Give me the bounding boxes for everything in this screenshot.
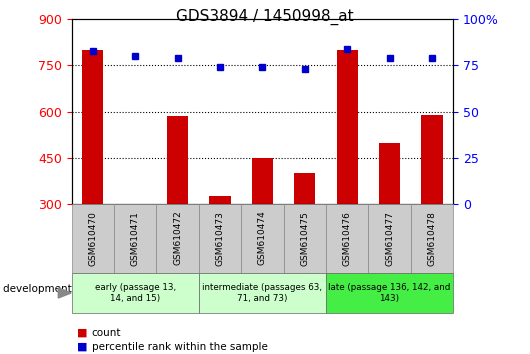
Text: GSM610476: GSM610476 [343,211,351,266]
Text: GSM610478: GSM610478 [428,211,436,266]
Text: GSM610477: GSM610477 [385,211,394,266]
Text: percentile rank within the sample: percentile rank within the sample [92,342,268,352]
Text: GSM610471: GSM610471 [131,211,139,266]
Text: GSM610474: GSM610474 [258,211,267,266]
Text: ■: ■ [77,342,87,352]
Bar [252,158,273,204]
Text: development stage: development stage [3,284,104,295]
Bar [337,50,358,204]
Bar [294,173,315,204]
Bar [379,143,400,204]
Text: late (passage 136, 142, and
143): late (passage 136, 142, and 143) [329,283,450,303]
Text: GSM610470: GSM610470 [89,211,97,266]
Text: intermediate (passages 63,
71, and 73): intermediate (passages 63, 71, and 73) [202,283,322,303]
Text: GDS3894 / 1450998_at: GDS3894 / 1450998_at [176,9,354,25]
Bar [167,116,188,204]
Text: GSM610475: GSM610475 [301,211,309,266]
Bar [82,50,103,204]
Bar [421,115,443,204]
Text: early (passage 13,
14, and 15): early (passage 13, 14, and 15) [94,283,176,303]
Text: GSM610473: GSM610473 [216,211,224,266]
Bar [209,196,231,204]
Text: count: count [92,328,121,338]
Text: GSM610472: GSM610472 [173,211,182,266]
Text: ■: ■ [77,328,87,338]
